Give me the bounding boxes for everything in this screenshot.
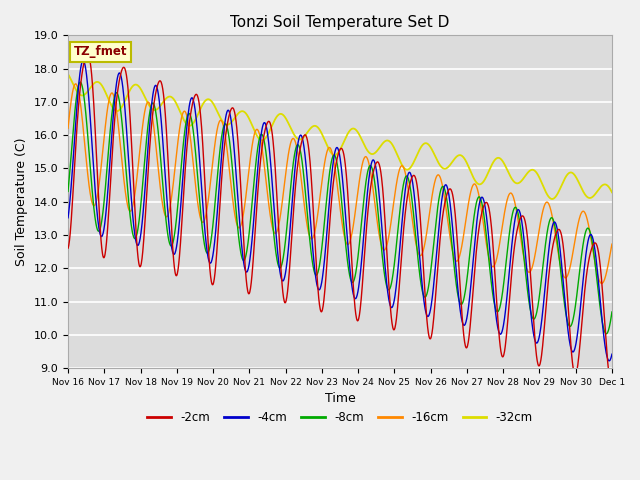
Title: Tonzi Soil Temperature Set D: Tonzi Soil Temperature Set D (230, 15, 450, 30)
X-axis label: Time: Time (324, 393, 355, 406)
Legend: -2cm, -4cm, -8cm, -16cm, -32cm: -2cm, -4cm, -8cm, -16cm, -32cm (143, 407, 538, 429)
Text: TZ_fmet: TZ_fmet (74, 45, 127, 58)
Y-axis label: Soil Temperature (C): Soil Temperature (C) (15, 137, 28, 266)
